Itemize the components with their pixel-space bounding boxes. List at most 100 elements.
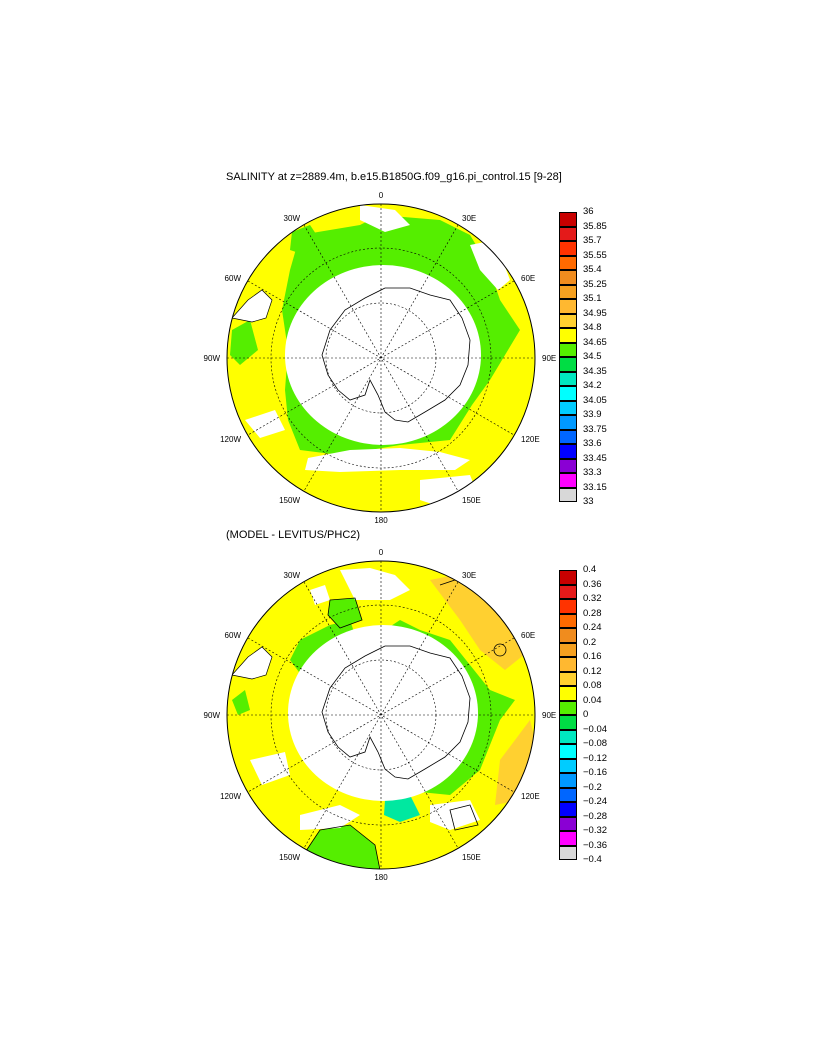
lon-label: 0 (379, 191, 384, 200)
colorbar-swatch (559, 671, 577, 686)
colorbar-swatch (559, 241, 577, 256)
teal-patch (384, 795, 420, 822)
colorbar-label: 0.16 (583, 651, 602, 662)
colorbar-label: 0.08 (583, 680, 602, 691)
colorbar-label: −0.08 (583, 738, 608, 749)
colorbar-swatch (559, 599, 577, 614)
lon-label: 90E (542, 711, 556, 720)
green-patch (328, 598, 362, 628)
colorbar-label: 0.04 (583, 694, 602, 706)
green-patch (232, 690, 250, 715)
colorbar-swatch (559, 226, 577, 241)
colorbar-label: 35.55 (583, 249, 607, 261)
colorbar-swatch (559, 444, 577, 459)
lon-label: 0 (379, 548, 384, 557)
south-america-coast (231, 646, 273, 680)
colorbar-label: 35.7 (583, 235, 602, 246)
green-patch (230, 320, 258, 365)
colorbar-label: 34.95 (583, 307, 607, 319)
colorbar-swatch (559, 744, 577, 759)
colorbar-label: 0.2 (583, 636, 597, 648)
colorbar-swatch (559, 642, 577, 657)
green-patch (290, 225, 320, 255)
colorbar-swatch (559, 313, 577, 328)
colorbar-label: 35.4 (583, 264, 602, 275)
colorbar-swatch (559, 715, 577, 730)
south-america-coast (231, 289, 273, 323)
white-band (300, 805, 360, 830)
lon-label: 60E (521, 631, 535, 640)
colorbar-swatch (559, 328, 577, 343)
colorbar-label: 33.6 (583, 438, 602, 449)
colorbar-swatch (559, 831, 577, 846)
colorbar-label: 34.05 (583, 394, 607, 406)
colorbar-label: 35.1 (583, 293, 602, 304)
colorbar-swatch (559, 212, 577, 227)
lon-label: 120E (521, 792, 540, 801)
colorbar-swatch (559, 845, 577, 860)
colorbar-swatch (559, 386, 577, 401)
lon-label: 120W (220, 435, 241, 444)
colorbar-label: 33.9 (583, 409, 602, 420)
white-band (245, 410, 285, 438)
lon-label: 120E (521, 435, 540, 444)
colorbar-swatch (559, 584, 577, 599)
lon-label: 150W (279, 853, 300, 862)
colorbar-label: −0.16 (583, 767, 608, 778)
colorbar-swatch (559, 487, 577, 502)
colorbar-label: 0.12 (583, 665, 602, 677)
panel-1-title: SALINITY at z=2889.4m, b.e15.B1850G.f09_… (226, 171, 562, 183)
lon-label: 90W (204, 354, 221, 363)
colorbar-swatch (559, 802, 577, 817)
panel-2-title: (MODEL - LEVITUS/PHC2) (226, 529, 361, 541)
white-band (430, 800, 480, 830)
colorbar-swatch (559, 570, 577, 585)
lon-label: 150E (462, 853, 481, 862)
colorbar-label: −0.24 (583, 796, 608, 807)
map-boundary (226, 203, 536, 513)
colorbar-label: 34.8 (583, 322, 602, 333)
colorbar-swatch (559, 415, 577, 430)
colorbar-swatch (559, 686, 577, 701)
colorbar-swatch (559, 270, 577, 285)
lon-label: 30W (284, 571, 301, 580)
graticule (227, 561, 535, 869)
colorbar-label: 36 (583, 206, 594, 217)
lon-label: 150W (279, 496, 300, 505)
graticule (227, 204, 535, 512)
lon-label: 180 (374, 516, 388, 525)
colorbar-swatch (559, 729, 577, 744)
lon-label: 30E (462, 571, 476, 580)
colorbar-label: −0.32 (583, 825, 608, 836)
colorbar-label: −0.04 (583, 723, 608, 735)
antarctica-landmass (321, 645, 471, 780)
colorbar-label: 34.65 (583, 336, 607, 348)
colorbar-swatch (559, 628, 577, 643)
colorbar-swatch (559, 700, 577, 715)
lon-label: 90E (542, 354, 556, 363)
colorbar-label: 0.4 (583, 564, 597, 575)
colorbar-label: −0.12 (583, 752, 608, 764)
colorbar-swatch (559, 758, 577, 773)
colorbar-swatch (559, 458, 577, 473)
white-band (250, 752, 290, 785)
colorbar-label: 0.28 (583, 607, 602, 619)
colorbar-label: 33.15 (583, 481, 607, 493)
colorbar-label: −0.36 (583, 839, 608, 851)
colorbar-swatch (559, 613, 577, 628)
colorbar-label: −0.4 (583, 854, 602, 865)
colorbar-swatch (559, 255, 577, 270)
colorbar-label: 34.2 (583, 380, 602, 391)
colorbar-label: 33.75 (583, 423, 607, 435)
colorbar-swatch (559, 787, 577, 802)
map-boundary (226, 560, 536, 870)
colorbar-label: 0.32 (583, 593, 602, 604)
colorbar-swatch (559, 299, 577, 314)
colorbar-swatch (559, 357, 577, 372)
white-band (360, 205, 410, 232)
colorbar-label: 33 (583, 496, 594, 507)
colorbar-swatch (559, 473, 577, 488)
lon-label: 120W (220, 792, 241, 801)
colorbar-swatch (559, 371, 577, 386)
